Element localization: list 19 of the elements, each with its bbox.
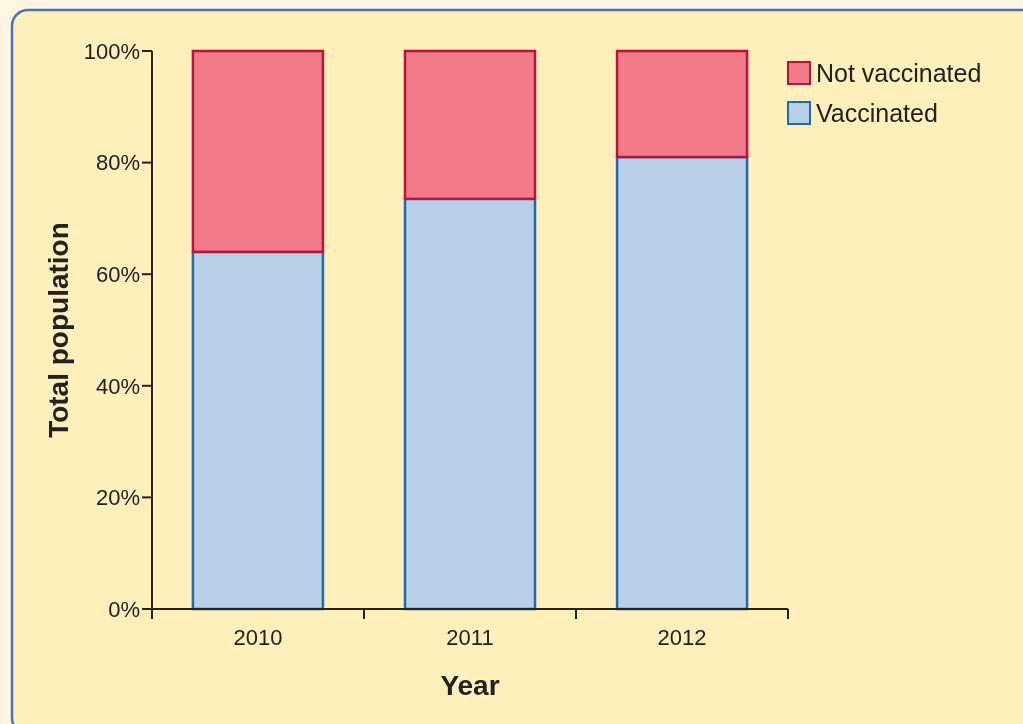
x-tick-label: 2011 [446,625,494,650]
bar [191,250,325,611]
y-axis-title: Total population [43,222,74,438]
x-axis-title: Year [440,670,500,701]
legend-label: Vaccinated [816,98,938,127]
y-tick-label: 0% [108,596,140,622]
y-tick-label: 20% [95,485,140,511]
bar [191,49,325,254]
bar [403,197,537,611]
y-tick-label: 40% [95,373,140,399]
x-tick-label: 2010 [233,625,283,650]
x-tick-label: 2012 [657,625,707,650]
y-tick-label: 60% [95,261,140,287]
y-tick-label: 100% [83,38,140,64]
bar [403,49,537,201]
legend-label: Not vaccinated [816,58,982,87]
bar [615,49,749,159]
bar [615,155,749,611]
y-tick-label: 80% [95,150,140,176]
